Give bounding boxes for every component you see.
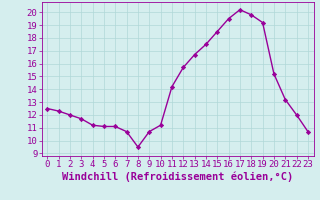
X-axis label: Windchill (Refroidissement éolien,°C): Windchill (Refroidissement éolien,°C) — [62, 172, 293, 182]
